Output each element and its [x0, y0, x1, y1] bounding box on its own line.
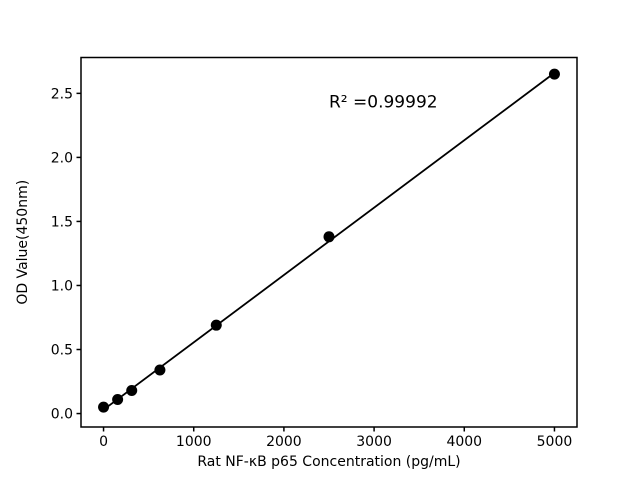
- data-point: [154, 364, 166, 376]
- data-point: [98, 401, 110, 413]
- y-tick-label: 2.0: [51, 150, 73, 166]
- data-point: [323, 231, 335, 243]
- x-axis-label: Rat NF-κB p65 Concentration (pg/mL): [197, 454, 460, 470]
- data-point: [210, 319, 222, 331]
- y-axis-label: OD Value(450nm): [15, 180, 31, 305]
- r-squared-annotation: R² =0.99992: [329, 92, 438, 112]
- y-tick-label: 2.5: [51, 86, 73, 102]
- x-tick-label: 5000: [537, 434, 573, 450]
- data-point: [548, 68, 560, 80]
- data-point: [112, 393, 124, 405]
- plot-border: [80, 56, 578, 428]
- y-tick-label: 1.0: [51, 278, 73, 294]
- x-tick-label: 0: [99, 434, 108, 450]
- x-tick-label: 2000: [266, 434, 302, 450]
- x-tick-label: 3000: [356, 434, 392, 450]
- x-tick-label: 1000: [176, 434, 212, 450]
- y-tick-label: 0.5: [51, 343, 73, 359]
- data-point: [126, 384, 138, 396]
- x-tick-label: 4000: [446, 434, 482, 450]
- y-tick-label: 1.5: [51, 214, 73, 230]
- y-tick-label: 0.0: [51, 407, 73, 423]
